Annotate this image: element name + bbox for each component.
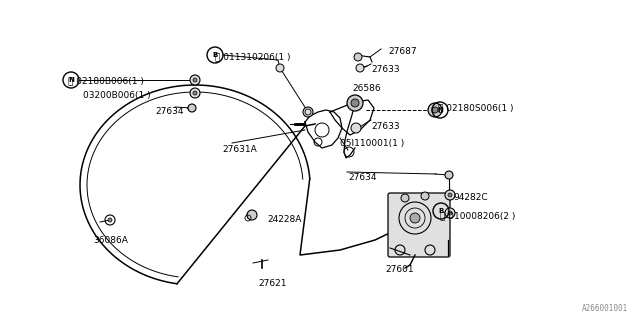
Circle shape bbox=[276, 64, 284, 72]
Text: 27631A: 27631A bbox=[222, 145, 257, 154]
Text: 03200B006(1 ): 03200B006(1 ) bbox=[83, 91, 150, 100]
Circle shape bbox=[445, 190, 455, 200]
Text: 26586: 26586 bbox=[352, 84, 381, 93]
Text: 27634: 27634 bbox=[155, 107, 184, 116]
Circle shape bbox=[190, 75, 200, 85]
Circle shape bbox=[247, 210, 257, 220]
Circle shape bbox=[193, 78, 197, 82]
Circle shape bbox=[410, 213, 420, 223]
Circle shape bbox=[351, 123, 361, 133]
Text: 27601: 27601 bbox=[385, 265, 413, 274]
Text: 36086A: 36086A bbox=[93, 236, 128, 245]
Circle shape bbox=[448, 211, 452, 215]
Circle shape bbox=[193, 91, 197, 95]
Circle shape bbox=[354, 53, 362, 61]
Text: B: B bbox=[212, 52, 218, 58]
Circle shape bbox=[445, 208, 455, 218]
Text: 94282C: 94282C bbox=[453, 193, 488, 202]
Text: N: N bbox=[68, 77, 74, 83]
Circle shape bbox=[188, 104, 196, 112]
Circle shape bbox=[445, 171, 453, 179]
Text: A266001001: A266001001 bbox=[582, 304, 628, 313]
Circle shape bbox=[356, 64, 364, 72]
Circle shape bbox=[303, 107, 313, 117]
Circle shape bbox=[421, 192, 429, 200]
FancyBboxPatch shape bbox=[388, 193, 450, 257]
Circle shape bbox=[401, 194, 409, 202]
Text: N: N bbox=[437, 107, 443, 113]
Text: 24228A: 24228A bbox=[267, 215, 301, 224]
Circle shape bbox=[108, 218, 112, 222]
Text: 27634: 27634 bbox=[348, 173, 376, 182]
Text: Ⓐ 011310206(1 ): Ⓐ 011310206(1 ) bbox=[215, 52, 291, 61]
Text: 05I110001(1 ): 05I110001(1 ) bbox=[340, 139, 404, 148]
Text: Ⓝ 02180B006(1 ): Ⓝ 02180B006(1 ) bbox=[68, 76, 144, 85]
Text: Ⓐ 010008206(2 ): Ⓐ 010008206(2 ) bbox=[440, 211, 515, 220]
Text: 27687: 27687 bbox=[388, 47, 417, 56]
Text: Ⓝ 02180S006(1 ): Ⓝ 02180S006(1 ) bbox=[438, 103, 513, 112]
Circle shape bbox=[448, 193, 452, 197]
Circle shape bbox=[190, 88, 200, 98]
Text: B: B bbox=[438, 208, 444, 214]
Circle shape bbox=[432, 107, 438, 113]
Circle shape bbox=[428, 103, 442, 117]
Text: 27621: 27621 bbox=[258, 279, 287, 288]
Text: 27633: 27633 bbox=[371, 122, 399, 131]
Circle shape bbox=[347, 95, 363, 111]
Text: 27633: 27633 bbox=[371, 65, 399, 74]
Circle shape bbox=[351, 99, 359, 107]
